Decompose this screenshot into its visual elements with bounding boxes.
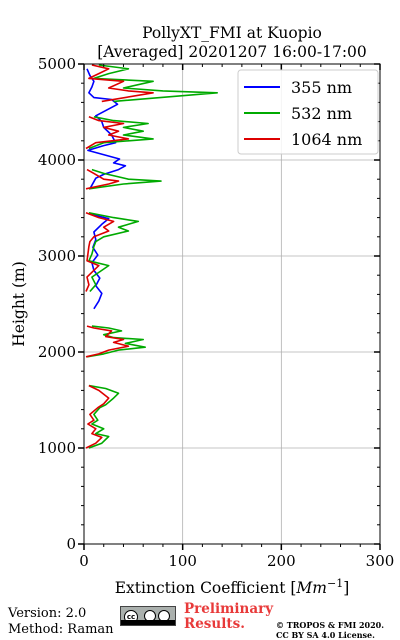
chart-title: PollyXT_FMI at Kuopio xyxy=(142,24,322,42)
copyright-line-1: © TROPOS & FMI 2020. xyxy=(276,620,385,630)
x-tick-label: 200 xyxy=(267,552,296,570)
preliminary-line-2: Results. xyxy=(184,616,245,632)
series-line-355-nm xyxy=(86,68,127,310)
y-tick-label: 0 xyxy=(66,535,76,553)
x-tick-label: 0 xyxy=(79,552,89,570)
chart-legend: 355 nm 532 nm 1064 nm xyxy=(237,69,379,155)
series-line-532-nm xyxy=(86,64,218,449)
copyright-note: © TROPOS & FMI 2020. CC BY SA 4.0 Licens… xyxy=(276,620,384,640)
y-tick-label: 1000 xyxy=(38,439,76,457)
y-tick-label: 3000 xyxy=(38,247,76,265)
legend-label: 532 nm xyxy=(291,104,352,123)
license-strip xyxy=(121,620,175,625)
legend-frame xyxy=(237,69,379,155)
series-line-1064-nm xyxy=(85,64,154,449)
preliminary-results-note: Preliminary Results. xyxy=(184,602,273,632)
legend-label: 1064 nm xyxy=(291,130,362,149)
legend-label: 355 nm xyxy=(291,78,352,97)
preliminary-line-1: Preliminary xyxy=(184,601,274,617)
method-label: Method: Raman xyxy=(8,622,114,637)
x-axis-label: Extinction Coefficient [Mm−1] xyxy=(115,577,350,597)
y-tick-label: 5000 xyxy=(38,55,76,73)
x-tick-label: 300 xyxy=(366,552,395,570)
chart-subtitle: [Averaged] 20201207 16:00-17:00 xyxy=(97,43,367,61)
extinction-profile-chart: PollyXT_FMI at Kuopio [Averaged] 2020120… xyxy=(10,24,395,597)
cc-by-sa-license-icon: cc xyxy=(120,606,176,626)
plot-frame xyxy=(83,63,381,545)
y-axis-label: Height (m) xyxy=(10,261,28,347)
x-tick-label: 100 xyxy=(168,552,197,570)
copyright-line-2: CC BY SA 4.0 License. xyxy=(276,630,375,640)
series-lines xyxy=(85,64,218,449)
y-tick-label: 2000 xyxy=(38,343,76,361)
version-label: Version: 2.0 xyxy=(8,606,87,621)
y-tick-label: 4000 xyxy=(38,151,76,169)
